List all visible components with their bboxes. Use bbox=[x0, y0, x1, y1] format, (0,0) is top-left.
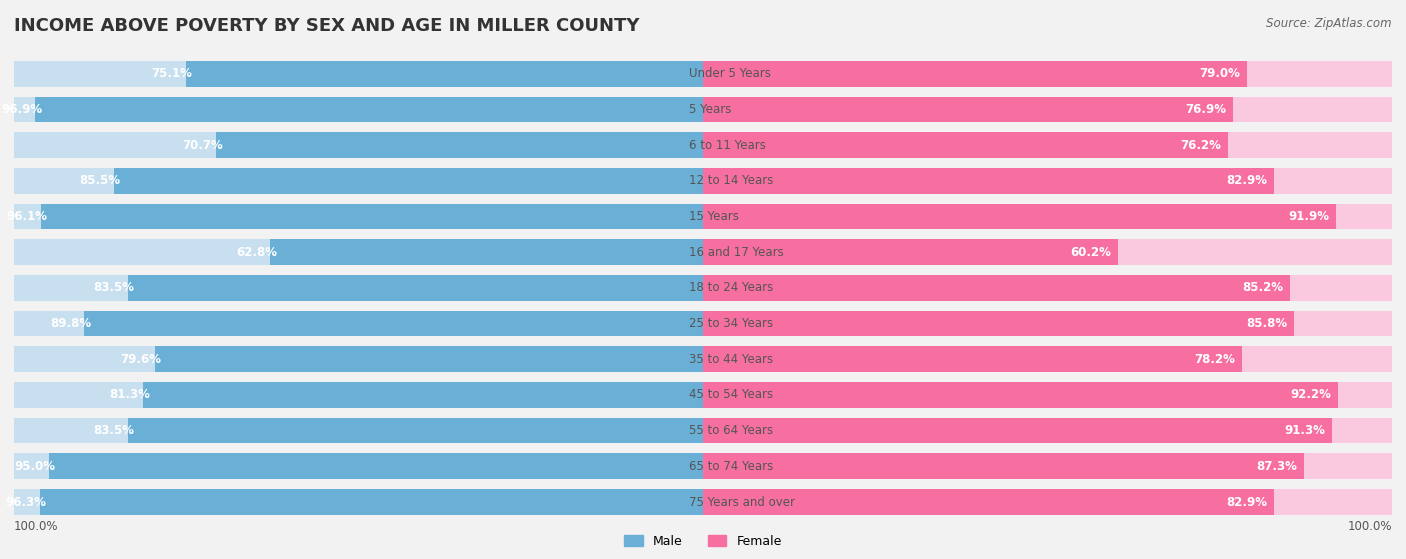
Text: 15 Years: 15 Years bbox=[689, 210, 740, 223]
Bar bbox=[270, 239, 703, 265]
Bar bbox=[217, 132, 703, 158]
Bar bbox=[114, 168, 703, 193]
Bar bbox=[703, 239, 1118, 265]
Bar bbox=[143, 382, 703, 408]
Bar bbox=[703, 311, 1294, 337]
Bar bbox=[186, 61, 703, 87]
Bar bbox=[14, 61, 703, 87]
Text: 25 to 34 Years: 25 to 34 Years bbox=[689, 317, 773, 330]
Text: 89.8%: 89.8% bbox=[51, 317, 91, 330]
Bar bbox=[128, 418, 703, 443]
Bar bbox=[14, 489, 703, 515]
Bar bbox=[14, 418, 703, 443]
Text: Source: ZipAtlas.com: Source: ZipAtlas.com bbox=[1267, 17, 1392, 30]
Bar bbox=[703, 203, 1392, 229]
Text: 75.1%: 75.1% bbox=[152, 67, 193, 80]
Bar bbox=[703, 168, 1392, 193]
Bar bbox=[14, 132, 703, 158]
Bar bbox=[703, 275, 1392, 301]
Text: INCOME ABOVE POVERTY BY SEX AND AGE IN MILLER COUNTY: INCOME ABOVE POVERTY BY SEX AND AGE IN M… bbox=[14, 17, 640, 35]
Bar bbox=[703, 418, 1331, 443]
Bar bbox=[14, 347, 703, 372]
Text: 82.9%: 82.9% bbox=[1226, 174, 1267, 187]
Text: 96.3%: 96.3% bbox=[6, 495, 46, 509]
Text: 83.5%: 83.5% bbox=[94, 424, 135, 437]
Bar bbox=[14, 311, 703, 337]
Text: 100.0%: 100.0% bbox=[1347, 520, 1392, 533]
Text: 95.0%: 95.0% bbox=[14, 460, 55, 473]
Bar bbox=[703, 347, 1241, 372]
Bar bbox=[703, 489, 1274, 515]
Bar bbox=[35, 97, 703, 122]
Bar bbox=[703, 97, 1233, 122]
Text: 91.3%: 91.3% bbox=[1284, 424, 1324, 437]
Bar bbox=[703, 382, 1392, 408]
Bar bbox=[703, 132, 1227, 158]
Text: 6 to 11 Years: 6 to 11 Years bbox=[689, 139, 766, 151]
Bar bbox=[703, 453, 1392, 479]
Text: 83.5%: 83.5% bbox=[94, 281, 135, 295]
Bar bbox=[14, 203, 703, 229]
Text: 91.9%: 91.9% bbox=[1288, 210, 1329, 223]
Bar bbox=[703, 203, 1336, 229]
Text: 18 to 24 Years: 18 to 24 Years bbox=[689, 281, 773, 295]
Text: 65 to 74 Years: 65 to 74 Years bbox=[689, 460, 773, 473]
Bar bbox=[703, 168, 1274, 193]
Bar bbox=[703, 382, 1339, 408]
Bar bbox=[703, 453, 1305, 479]
Text: 79.0%: 79.0% bbox=[1199, 67, 1240, 80]
Legend: Male, Female: Male, Female bbox=[619, 530, 787, 553]
Text: 12 to 14 Years: 12 to 14 Years bbox=[689, 174, 773, 187]
Text: 96.1%: 96.1% bbox=[7, 210, 48, 223]
Bar bbox=[703, 418, 1392, 443]
Bar bbox=[14, 168, 703, 193]
Bar bbox=[703, 311, 1392, 337]
Text: 82.9%: 82.9% bbox=[1226, 495, 1267, 509]
Text: 81.3%: 81.3% bbox=[108, 389, 150, 401]
Bar bbox=[703, 61, 1392, 87]
Bar bbox=[14, 453, 703, 479]
Text: 79.6%: 79.6% bbox=[121, 353, 162, 366]
Text: 62.8%: 62.8% bbox=[236, 246, 277, 259]
Text: 85.5%: 85.5% bbox=[80, 174, 121, 187]
Text: 70.7%: 70.7% bbox=[181, 139, 222, 151]
Bar bbox=[703, 275, 1289, 301]
Text: 87.3%: 87.3% bbox=[1257, 460, 1298, 473]
Bar bbox=[703, 239, 1392, 265]
Bar bbox=[48, 453, 703, 479]
Text: 16 and 17 Years: 16 and 17 Years bbox=[689, 246, 785, 259]
Text: 35 to 44 Years: 35 to 44 Years bbox=[689, 353, 773, 366]
Text: 76.9%: 76.9% bbox=[1185, 103, 1226, 116]
Bar bbox=[703, 489, 1392, 515]
Bar bbox=[14, 239, 703, 265]
Text: 85.8%: 85.8% bbox=[1246, 317, 1288, 330]
Text: 78.2%: 78.2% bbox=[1194, 353, 1234, 366]
Bar bbox=[39, 489, 703, 515]
Bar bbox=[703, 347, 1392, 372]
Bar bbox=[155, 347, 703, 372]
Text: 76.2%: 76.2% bbox=[1180, 139, 1220, 151]
Bar bbox=[703, 132, 1392, 158]
Text: 55 to 64 Years: 55 to 64 Years bbox=[689, 424, 773, 437]
Text: 5 Years: 5 Years bbox=[689, 103, 731, 116]
Bar bbox=[41, 203, 703, 229]
Text: 45 to 54 Years: 45 to 54 Years bbox=[689, 389, 773, 401]
Bar bbox=[703, 97, 1392, 122]
Text: 75 Years and over: 75 Years and over bbox=[689, 495, 796, 509]
Bar bbox=[128, 275, 703, 301]
Text: 60.2%: 60.2% bbox=[1070, 246, 1111, 259]
Bar bbox=[14, 382, 703, 408]
Text: Under 5 Years: Under 5 Years bbox=[689, 67, 770, 80]
Bar bbox=[703, 61, 1247, 87]
Bar bbox=[14, 275, 703, 301]
Bar bbox=[84, 311, 703, 337]
Text: 96.9%: 96.9% bbox=[1, 103, 42, 116]
Text: 92.2%: 92.2% bbox=[1291, 389, 1331, 401]
Bar bbox=[14, 97, 703, 122]
Text: 85.2%: 85.2% bbox=[1241, 281, 1284, 295]
Text: 100.0%: 100.0% bbox=[14, 520, 59, 533]
